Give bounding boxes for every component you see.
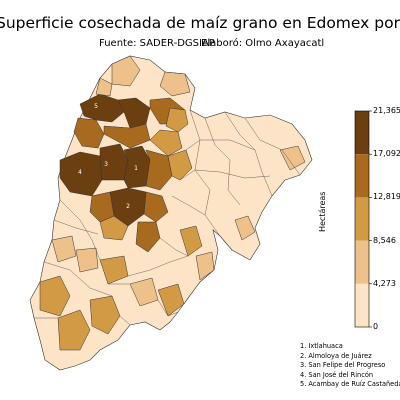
municipality-mid-1 [167,149,193,181]
colorbar-ticks [369,110,372,328]
municipality-toluca [143,191,169,223]
map-number-labels: 1 2 3 4 5 [78,103,138,210]
note-2: 2. Almoloya de Juárez [300,351,372,360]
municipality-north-top [111,55,141,87]
colorbar-band-5 [355,283,369,327]
colorbar-tick-label-4: 8,546 [373,235,396,245]
colorbar-tick-label-1: 21,365 [373,106,400,115]
municipality-nw [73,117,105,149]
municipality-s-1 [99,255,129,285]
municipality-notes: 1. Ixtlahuaca 2. Almoloya de Juárez 3. S… [300,342,400,390]
municipality-se-2 [195,251,215,281]
colorbar-tick-label-2: 17,092 [373,149,400,159]
municipality-fills [39,55,306,351]
municipality-se-1 [179,225,203,257]
colorbar-band-4 [355,240,369,284]
label-3: 3 [104,161,108,168]
note-1: 1. Ixtlahuaca [300,342,343,350]
label-5: 5 [94,103,98,110]
municipality-north-top-2 [95,77,113,97]
municipality-ixtlahuaca [123,145,151,189]
note-5: 5. Acambay de Ruíz Castañeda [300,380,400,388]
colorbar-band-2 [355,154,369,198]
municipality-w-2 [75,247,99,273]
note-3: 3. San Felipe del Progreso [300,361,386,369]
colorbar-frame [354,110,370,328]
municipality-tenango [135,221,161,253]
colorbar-tick-label-6: 0 [373,322,379,331]
colorbar-tick-label-3: 12,819 [373,192,400,202]
municipality-mid-2 [149,129,183,157]
municipality-san-jose-rincon [59,151,103,197]
municipality-sw-1 [39,275,71,317]
municipality-w-1 [51,235,77,263]
municipality-sw-2 [57,309,91,351]
colorbar-band-1 [355,111,369,155]
colorbar-title: Hectáreas [318,191,327,232]
colorbar-band-3 [355,197,369,241]
colorbar-tick-label-5: 4,273 [373,278,396,288]
municipality-east-2 [234,215,256,241]
municipality-boundaries [34,109,301,326]
municipality-sw-3 [89,295,121,335]
colorbar-bands [355,111,369,327]
note-4: 4. San José del Rincón [300,370,374,379]
municipality-north-east [159,71,191,97]
source-text: Fuente: SADER-DGSIAP [99,38,215,49]
colorbar [354,110,372,328]
map-title: Superficie cosechada de maíz grano en Ed… [0,14,400,32]
municipality-east-3 [279,145,306,171]
municipality-zinacantepec [99,215,129,241]
label-1: 1 [134,165,138,172]
municipality-east-1 [165,107,189,133]
author-text: Elaboró: Olmo Axayacatl [201,38,325,49]
label-4: 4 [78,169,82,176]
label-2: 2 [126,203,130,210]
